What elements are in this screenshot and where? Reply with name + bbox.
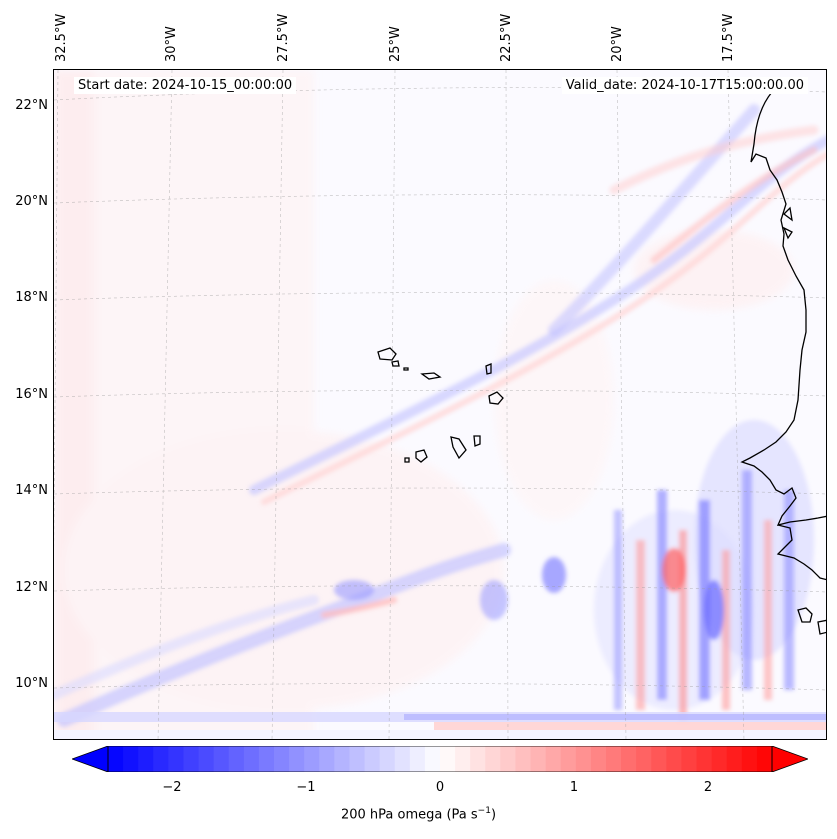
boundary-bands (54, 712, 826, 739)
colorbar-segment (138, 746, 154, 772)
colorbar-segment (470, 746, 486, 772)
colorbar-tick-m2: −2 (162, 780, 182, 795)
colorbar-segment (606, 746, 622, 772)
colorbar-segment (696, 746, 713, 772)
front-bands (54, 104, 826, 727)
graticule (54, 70, 826, 739)
lat-label-14n: 14°N (15, 483, 48, 498)
colorbar-segment (289, 746, 305, 772)
island-santo-antao (377, 347, 397, 361)
island-brava (404, 457, 410, 463)
map-panel[interactable]: Start date: 2024-10-15_00:00:00 Valid_da… (53, 69, 827, 740)
lat-label-12n: 12°N (15, 580, 48, 595)
colorbar-tick-2: 2 (703, 780, 713, 795)
colorbar-segment (394, 746, 411, 772)
colorbar-segment (651, 746, 667, 772)
lon-label-32-5w: 32.5°W (54, 13, 69, 62)
colorbar-segment (379, 746, 396, 772)
colorbar-segment (590, 746, 607, 772)
colorbar-segment (198, 746, 215, 772)
colorbar-segment (741, 746, 758, 772)
colorbar-segment (560, 746, 577, 772)
colorbar-segment (515, 746, 532, 772)
colorbar-segment (636, 746, 652, 772)
colorbar-segment (500, 746, 517, 772)
valid-date-label: Valid_date: 2024-10-17T15:00:00.00 (561, 77, 808, 94)
colorbar-segment (183, 746, 200, 772)
lon-label-27-5w: 27.5°W (276, 13, 291, 62)
island-santiago (450, 436, 467, 460)
colorbar-label: 200 hPa omega (Pa s−1) (340, 806, 497, 823)
colorbar-segment (274, 746, 290, 772)
colorbar-frame (107, 746, 773, 772)
lat-label-20n: 20°N (15, 194, 48, 209)
colorbar-segment (123, 746, 139, 772)
lon-label-25w: 25°W (388, 26, 403, 62)
colorbar-segment (364, 746, 381, 772)
colorbar-segment (726, 746, 743, 772)
african-coastline (740, 91, 826, 635)
colorbar-segment (409, 746, 426, 772)
lon-label-20w: 20°W (610, 26, 625, 62)
lat-label-18n: 18°N (15, 290, 48, 305)
start-date-label: Start date: 2024-10-15_00:00:00 (74, 77, 297, 94)
colorbar-segment (243, 746, 260, 772)
colorbar-segment (168, 746, 185, 772)
colorbar-segment (485, 746, 501, 772)
colorbar-segment (440, 746, 456, 772)
colorbar-segment (153, 746, 169, 772)
omega-field-map (54, 70, 826, 739)
cape-verde-islands (377, 347, 504, 463)
island-sao-nicolau (420, 372, 442, 380)
lat-label-22n: 22°N (15, 98, 48, 113)
island-fogo (415, 449, 428, 463)
colorbar-segment (304, 746, 320, 772)
colorbar-segment (681, 746, 698, 772)
colorbar-tick-m1: −1 (296, 780, 316, 795)
colorbar-segment (545, 746, 562, 772)
colorbar-segment (319, 746, 335, 772)
colorbar-tick-1: 1 (569, 780, 579, 795)
colorbar-segment (455, 746, 471, 772)
colorbar-tick-0: 0 (435, 780, 445, 795)
colorbar-segment (108, 746, 124, 772)
lat-label-16n: 16°N (15, 387, 48, 402)
colorbar-segment (349, 746, 366, 772)
island-sao-vicente (391, 360, 400, 367)
colorbar-segment (575, 746, 592, 772)
lon-label-17-5w: 17.5°W (721, 13, 736, 62)
colorbar-segment (228, 746, 245, 772)
colorbar-segment (334, 746, 351, 772)
lon-label-30w: 30°W (164, 26, 179, 62)
island-santa-luzia (403, 367, 409, 371)
colorbar-segment (621, 746, 637, 772)
colorbar-max-extend-arrow (771, 746, 808, 772)
colorbar-segment (666, 746, 683, 772)
lat-label-10n: 10°N (15, 676, 48, 691)
island-sal (485, 363, 492, 375)
island-maio (473, 435, 481, 447)
colorbar-segment (424, 746, 441, 772)
colorbar-segment (711, 746, 728, 772)
omega-colorbar (72, 746, 808, 772)
colorbar-segment (258, 746, 275, 772)
colorbar-segment (756, 746, 773, 772)
island-boa-vista (488, 391, 504, 405)
lon-label-22-5w: 22.5°W (499, 13, 514, 62)
colorbar-segment (213, 746, 230, 772)
convective-region (334, 420, 814, 720)
colorbar-segment (530, 746, 547, 772)
colorbar-min-extend-arrow (72, 746, 109, 772)
